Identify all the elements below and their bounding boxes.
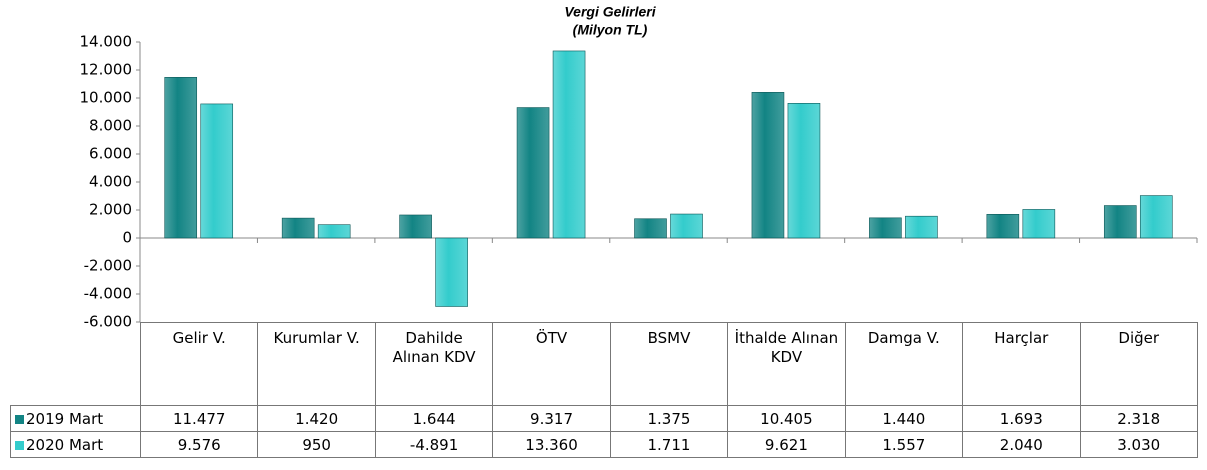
y-tick-label: 8.000	[89, 117, 132, 135]
data-label: 1.420	[257, 405, 376, 432]
y-tick-label: 6.000	[89, 145, 132, 163]
data-label: -4.891	[374, 431, 494, 458]
data-table: Gelir V. Kurumlar V. Dahilde Alınan KDV ÖTV…	[10, 322, 1198, 458]
table-header-row: Gelir V. Kurumlar V. Dahilde Alınan KDV ÖTV…	[10, 322, 1198, 406]
bar	[1103, 205, 1137, 239]
table-row: 2019 Mart 11.477 1.420 1.644 9.317 1.375 10.40…	[10, 405, 1198, 432]
data-label: 11.477	[139, 405, 259, 432]
bar	[200, 103, 234, 239]
x-tick-label: İthalde Alınan KDV	[727, 322, 846, 406]
x-tick-label: BSMV	[609, 322, 729, 406]
y-tick-label: -4.000	[84, 285, 132, 303]
bar	[869, 217, 902, 239]
table-row: 2020 Mart 9.576 950 -4.891 13.360 1.711 9.621 1…	[10, 431, 1198, 458]
y-tick-label: 2.000	[89, 201, 132, 219]
bar	[634, 218, 667, 239]
x-tick-label: Harçlar	[962, 322, 1081, 406]
bar	[399, 214, 432, 239]
bar	[986, 213, 1020, 239]
chart-subtitle: (Milyon TL)	[573, 22, 648, 38]
data-label: 1.440	[844, 405, 964, 432]
data-label: 10.405	[727, 405, 846, 432]
data-label: 9.621	[727, 431, 846, 458]
legend-label: 2019 Mart	[26, 409, 104, 428]
y-tick-label: 0	[122, 229, 132, 247]
legend-entry: 2019 Mart	[10, 405, 141, 432]
data-label: 3.030	[1079, 431, 1198, 458]
legend-swatch	[15, 440, 24, 450]
x-tick-label: Kurumlar V.	[257, 322, 376, 406]
data-label: 1.644	[374, 405, 494, 432]
x-tick-label: Damga V.	[844, 322, 964, 406]
x-tick-label: ÖTV	[492, 322, 611, 406]
bar	[317, 224, 351, 239]
bar	[787, 103, 821, 239]
data-label: 2.318	[1079, 405, 1198, 432]
y-tick-label: 14.000	[80, 33, 133, 51]
data-label: 1.375	[609, 405, 729, 432]
legend-swatch	[15, 414, 24, 424]
x-tick-label: Diğer	[1079, 322, 1198, 406]
data-label: 950	[257, 431, 376, 458]
legend-label: 2020 Mart	[26, 435, 104, 454]
data-label: 1.711	[609, 431, 729, 458]
bar	[1022, 209, 1056, 239]
bar	[435, 237, 468, 307]
data-label: 13.360	[492, 431, 611, 458]
bar	[281, 217, 315, 239]
bar	[552, 50, 586, 239]
data-label: 9.576	[139, 431, 259, 458]
legend-entry: 2020 Mart	[10, 431, 141, 458]
data-label: 1.557	[844, 431, 964, 458]
y-tick-label: 4.000	[89, 173, 132, 191]
bar	[1139, 195, 1173, 239]
data-label: 1.693	[962, 405, 1081, 432]
bar	[516, 107, 550, 239]
y-tick-label: 12.000	[80, 61, 133, 79]
x-tick-label: Dahilde Alınan KDV	[374, 322, 494, 406]
chart-title: Vergi Gelirleri	[564, 4, 656, 20]
data-label: 2.040	[962, 431, 1081, 458]
bar	[905, 215, 938, 239]
bar	[670, 213, 703, 239]
table-corner	[10, 322, 141, 406]
y-tick-label: -2.000	[84, 257, 132, 275]
y-tick-label: 10.000	[80, 89, 133, 107]
data-label: 9.317	[492, 405, 611, 432]
bar	[164, 77, 198, 239]
x-tick-label: Gelir V.	[139, 322, 259, 406]
bar	[751, 92, 785, 239]
